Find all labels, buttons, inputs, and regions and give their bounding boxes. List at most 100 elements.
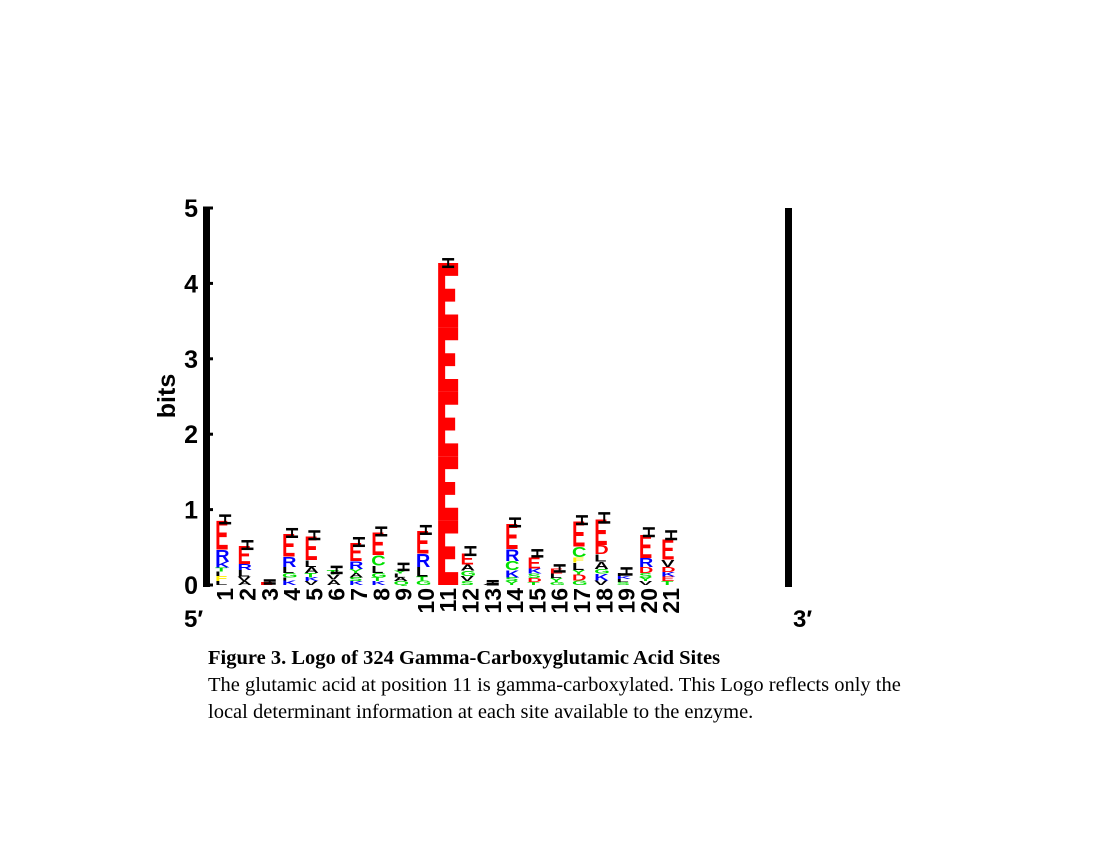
- letter-E: E: [304, 530, 317, 568]
- letter-E: E: [349, 537, 362, 566]
- x-tick-label: 12: [457, 588, 483, 614]
- letter-C: C: [505, 559, 519, 573]
- x-tick-label: 3: [257, 588, 283, 601]
- letter-L: L: [394, 573, 406, 579]
- letter-A: A: [327, 579, 342, 587]
- x-tick-label: 14: [502, 588, 528, 614]
- logo-column-16: GYLE16: [547, 564, 573, 614]
- y-tick-label: 1: [184, 497, 198, 525]
- letter-T: T: [661, 581, 673, 587]
- letter-A: A: [594, 561, 609, 572]
- letter-L: L: [416, 565, 428, 580]
- letter-E: E: [639, 528, 652, 566]
- x-tick-label: 18: [591, 588, 617, 614]
- letter-K: K: [304, 577, 319, 583]
- letter-V: V: [304, 581, 318, 587]
- letter-R: R: [282, 554, 297, 571]
- letter-G: G: [416, 580, 432, 587]
- letter-T: T: [416, 576, 428, 582]
- letter-T: T: [527, 582, 539, 587]
- letter-V: V: [327, 573, 340, 581]
- letter-E: [438, 327, 459, 392]
- letter-V: V: [237, 576, 251, 583]
- letter-E: [438, 263, 459, 328]
- letter-L: L: [371, 564, 384, 575]
- letter-A: A: [304, 566, 318, 575]
- caption-text: The glutamic acid at position 11 is gamm…: [208, 674, 901, 723]
- letter-A: A: [349, 572, 364, 579]
- x-tick-label: 13: [480, 588, 506, 614]
- letter-Y: Y: [394, 570, 408, 575]
- letter-A: A: [237, 581, 252, 587]
- x-tick-label: 6: [324, 588, 350, 601]
- x-tick-label: 2: [234, 588, 260, 601]
- letter-G: G: [460, 570, 476, 578]
- y-axis-line: [203, 208, 210, 587]
- letter-E: E: [661, 576, 675, 583]
- letter-L: L: [550, 573, 562, 580]
- letter-E: E: [505, 517, 518, 558]
- letter-I: I: [282, 577, 288, 582]
- letter-E: [438, 456, 459, 521]
- letter-Y: Y: [550, 578, 564, 584]
- letter-E: E: [661, 534, 674, 567]
- letter-S: S: [617, 582, 631, 587]
- x-tick-label: 8: [368, 588, 394, 601]
- letter-E: E: [282, 528, 295, 564]
- letter-G: G: [371, 572, 387, 579]
- y-tick-label: 4: [184, 270, 198, 298]
- letter-G: G: [550, 582, 566, 587]
- letter-L: L: [594, 553, 607, 564]
- letter-G: G: [572, 580, 588, 587]
- letter-T: T: [371, 577, 383, 583]
- letter-D: D: [572, 573, 586, 582]
- x-tick-label: 5: [301, 588, 327, 601]
- letter-E: [438, 391, 459, 457]
- x-tick-label: 20: [636, 588, 662, 614]
- letter-E: E: [371, 526, 384, 562]
- y-tick-label: 0: [184, 572, 198, 600]
- letter-K: K: [282, 580, 297, 587]
- letter-E: E: [215, 511, 228, 558]
- letter-Y: Y: [505, 581, 519, 587]
- letter-K: K: [505, 569, 520, 580]
- letter-E: E: [237, 540, 250, 569]
- letter-K: K: [371, 581, 386, 587]
- letter-R: R: [215, 546, 229, 565]
- letter-K: K: [349, 581, 364, 587]
- x-tick-label: 1: [212, 588, 238, 601]
- letter-I: I: [215, 571, 221, 578]
- letter-S: S: [349, 577, 363, 583]
- letter-D: D: [661, 566, 676, 574]
- letter-V: V: [460, 575, 473, 583]
- letter-E: E: [572, 514, 585, 555]
- x-tick-label: 19: [614, 588, 640, 614]
- letter-Y: Y: [349, 569, 363, 575]
- letter-L: L: [282, 566, 294, 575]
- letter-S: S: [505, 577, 519, 583]
- y-axis-label: bits: [153, 374, 181, 418]
- letter-L: L: [617, 579, 629, 584]
- logo-column-11: 11: [435, 258, 461, 612]
- x-tick-label: 16: [547, 588, 573, 614]
- letter-K: K: [661, 572, 676, 579]
- letter-T: T: [304, 572, 316, 579]
- letter-Y: Y: [639, 577, 653, 583]
- letter-G: G: [594, 569, 610, 576]
- three-prime-label: 3′: [793, 606, 812, 633]
- x-tick-label: 10: [413, 588, 439, 614]
- letter-S: S: [460, 581, 474, 587]
